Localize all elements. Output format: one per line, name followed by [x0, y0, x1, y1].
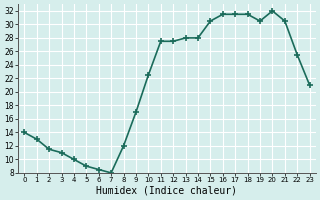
- X-axis label: Humidex (Indice chaleur): Humidex (Indice chaleur): [96, 186, 237, 196]
